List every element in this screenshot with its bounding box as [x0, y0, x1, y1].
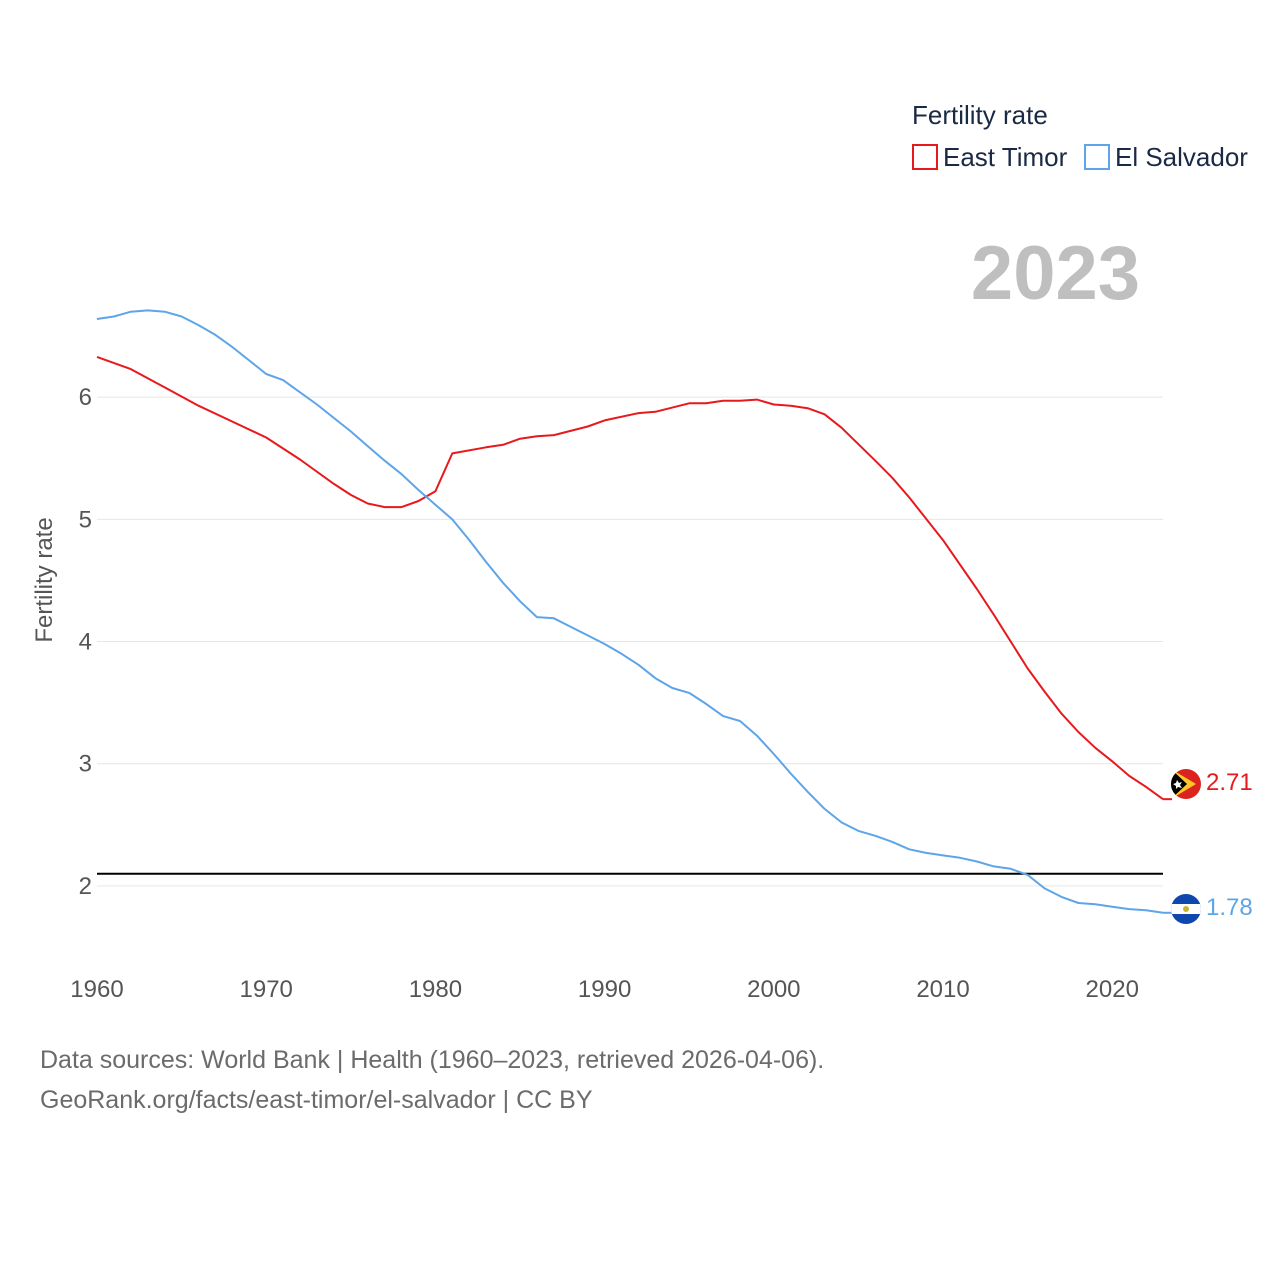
x-tick-label: 2010	[916, 976, 969, 1003]
y-axis-title: Fertility rate	[31, 517, 58, 642]
x-tick-label: 1970	[240, 976, 293, 1003]
x-tick-label: 1960	[70, 976, 123, 1003]
year-watermark: 2023	[971, 231, 1140, 316]
legend-item-east-timor[interactable]: East Timor	[912, 142, 1068, 172]
y-tick-label: 3	[79, 751, 92, 778]
east-timor-flag-icon	[1171, 769, 1201, 799]
legend-label-east-timor: East Timor	[943, 142, 1068, 172]
y-tick-label: 6	[79, 384, 92, 411]
legend-swatch-east-timor	[912, 144, 938, 170]
end-value-el-salvador: 1.78	[1206, 894, 1253, 921]
legend-item-el-salvador[interactable]: El Salvador	[1084, 142, 1248, 172]
source-url-link[interactable]: GeoRank.org/facts/east-timor/el-salvador…	[40, 1086, 593, 1114]
x-tick-label: 1980	[409, 976, 462, 1003]
series-line-el-salvador	[96, 309, 1164, 914]
el-salvador-flag-icon	[1171, 894, 1201, 924]
x-tick-label: 1990	[578, 976, 631, 1003]
y-tick-label: 2	[79, 873, 92, 900]
legend-swatch-el-salvador	[1084, 144, 1110, 170]
y-tick-label: 5	[79, 506, 92, 533]
footer: Data sources: World Bank | Health (1960–…	[40, 1040, 824, 1120]
data-source-text: Data sources: World Bank | Health (1960–…	[40, 1046, 825, 1074]
x-tick-label: 2020	[1086, 976, 1139, 1003]
legend-label-el-salvador: El Salvador	[1115, 142, 1248, 172]
y-tick-label: 4	[79, 629, 92, 656]
end-value-east-timor: 2.71	[1206, 769, 1253, 796]
series-line-east-timor	[96, 355, 1164, 801]
legend-title: Fertility rate	[912, 100, 1048, 130]
x-tick-label: 2000	[747, 976, 800, 1003]
